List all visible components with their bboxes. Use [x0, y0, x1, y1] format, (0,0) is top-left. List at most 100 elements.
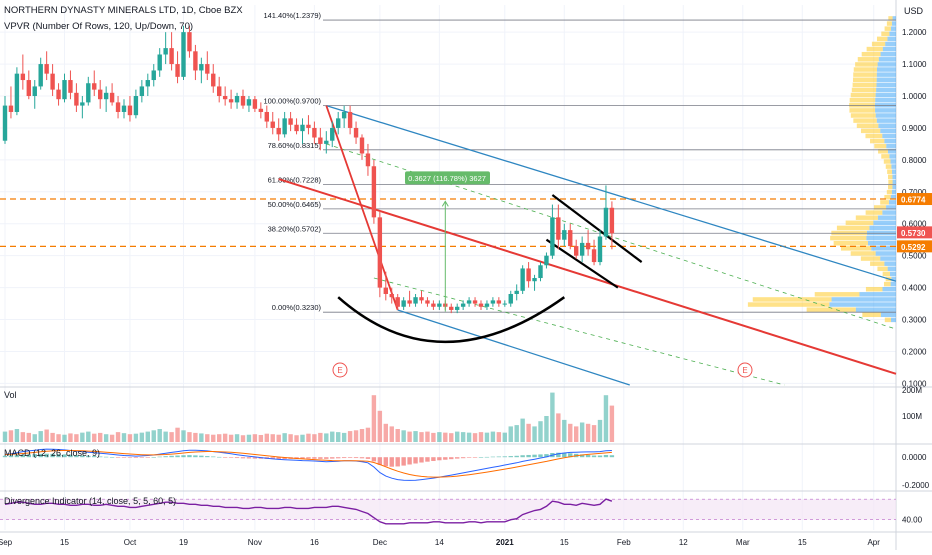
candle-body-27[interactable]	[163, 48, 168, 55]
candle-body-4[interactable]	[26, 80, 31, 97]
candle-body-55[interactable]	[330, 127, 335, 141]
candle-body-75[interactable]	[449, 306, 454, 310]
candle-body-5[interactable]	[32, 86, 37, 97]
candle-body-41[interactable]	[246, 99, 252, 106]
candle-body-21[interactable]	[127, 105, 133, 116]
candle-body-59[interactable]	[353, 127, 359, 138]
candle-body-58[interactable]	[347, 111, 353, 128]
candle-body-47[interactable]	[282, 118, 287, 135]
candle-body-101[interactable]	[603, 207, 609, 237]
candles[interactable]	[2, 25, 615, 314]
candle-body-12[interactable]	[74, 92, 79, 106]
earnings-marker-1[interactable]	[737, 362, 753, 378]
candle-body-2[interactable]	[14, 73, 20, 112]
candle-body-54[interactable]	[324, 140, 329, 144]
candle-body-100[interactable]	[597, 236, 603, 263]
candle-body-48[interactable]	[288, 118, 293, 125]
candle-body-84[interactable]	[502, 303, 507, 305]
candle-body-28[interactable]	[169, 48, 174, 65]
candle-body-87[interactable]	[520, 268, 525, 291]
candle-body-43[interactable]	[258, 108, 264, 112]
candle-body-22[interactable]	[133, 96, 139, 116]
candle-body-1[interactable]	[8, 105, 14, 112]
candle-body-24[interactable]	[145, 80, 150, 87]
candle-body-94[interactable]	[562, 230, 567, 240]
candle-body-99[interactable]	[591, 249, 597, 263]
candle-body-57[interactable]	[341, 111, 347, 119]
candle-body-3[interactable]	[20, 73, 26, 81]
candle-body-70[interactable]	[419, 297, 424, 301]
candle-body-51[interactable]	[306, 124, 311, 128]
candle-body-83[interactable]	[496, 300, 502, 304]
candle-body-89[interactable]	[532, 278, 537, 282]
candle-body-95[interactable]	[568, 230, 573, 247]
candle-body-67[interactable]	[401, 300, 406, 307]
candle-body-92[interactable]	[550, 217, 555, 256]
candle-body-37[interactable]	[222, 96, 228, 100]
candle-body-68[interactable]	[407, 300, 412, 304]
candle-body-34[interactable]	[205, 64, 210, 74]
candle-body-26[interactable]	[157, 54, 162, 71]
candle-body-85[interactable]	[508, 293, 513, 304]
candle-body-13[interactable]	[80, 102, 85, 106]
candle-body-9[interactable]	[56, 89, 61, 100]
candle-body-7[interactable]	[44, 64, 49, 74]
candle-body-31[interactable]	[187, 32, 192, 52]
candle-body-80[interactable]	[478, 303, 484, 307]
candle-body-35[interactable]	[211, 73, 216, 87]
candle-body-81[interactable]	[484, 303, 490, 307]
candle-body-50[interactable]	[300, 124, 305, 132]
candle-body-16[interactable]	[98, 89, 103, 100]
candle-body-45[interactable]	[270, 121, 275, 128]
candle-body-39[interactable]	[234, 96, 240, 103]
candle-body-6[interactable]	[38, 64, 43, 87]
candle-body-42[interactable]	[252, 99, 258, 109]
time-axis[interactable]: Sep 15 Oct 19 Nov 16 Dec 14 2021 15 Feb 12 Mar 15 Apr	[0, 538, 880, 547]
candle-body-30[interactable]	[181, 32, 186, 77]
candle-body-66[interactable]	[395, 297, 400, 307]
candle-body-14[interactable]	[86, 83, 91, 103]
candle-body-71[interactable]	[425, 300, 430, 304]
candle-body-73[interactable]	[437, 303, 442, 307]
candle-body-88[interactable]	[526, 268, 531, 282]
candle-body-86[interactable]	[514, 290, 519, 294]
candle-body-18[interactable]	[109, 92, 115, 103]
candle-body-36[interactable]	[217, 86, 222, 97]
candle-body-20[interactable]	[121, 105, 127, 112]
candle-body-15[interactable]	[92, 83, 97, 90]
candle-body-49[interactable]	[294, 124, 299, 132]
candle-body-25[interactable]	[151, 70, 156, 81]
candle-body-93[interactable]	[556, 217, 561, 240]
candle-body-65[interactable]	[389, 293, 394, 298]
candle-body-19[interactable]	[115, 102, 121, 112]
candle-body-32[interactable]	[193, 51, 198, 71]
candle-body-56[interactable]	[336, 118, 341, 128]
candle-body-0[interactable]	[2, 105, 8, 141]
candle-body-76[interactable]	[455, 306, 460, 310]
candle-body-72[interactable]	[431, 303, 436, 307]
candle-body-44[interactable]	[264, 111, 269, 122]
candle-body-8[interactable]	[50, 73, 55, 90]
candle-body-33[interactable]	[199, 64, 204, 71]
candle-body-23[interactable]	[139, 86, 145, 97]
candle-body-10[interactable]	[62, 80, 67, 100]
candle-body-62[interactable]	[371, 166, 377, 218]
candle-body-78[interactable]	[466, 300, 472, 304]
candle-body-64[interactable]	[383, 287, 388, 294]
candle-body-38[interactable]	[228, 99, 234, 103]
candle-body-60[interactable]	[359, 137, 365, 154]
candle-body-52[interactable]	[312, 127, 317, 138]
candle-body-63[interactable]	[377, 217, 383, 288]
candle-body-77[interactable]	[460, 303, 466, 307]
candle-body-11[interactable]	[68, 80, 73, 93]
candle-body-97[interactable]	[579, 242, 585, 256]
candle-body-82[interactable]	[490, 300, 496, 304]
candle-body-29[interactable]	[175, 64, 180, 77]
price-axis[interactable]: 1.2000 1.1000 1.0000 0.9000 0.8000 0.7000 0.60…	[897, 28, 932, 525]
candle-body-61[interactable]	[365, 153, 371, 167]
candle-body-96[interactable]	[574, 246, 579, 256]
candle-body-98[interactable]	[585, 242, 591, 250]
candle-body-17[interactable]	[103, 92, 109, 100]
candle-body-53[interactable]	[318, 137, 323, 144]
